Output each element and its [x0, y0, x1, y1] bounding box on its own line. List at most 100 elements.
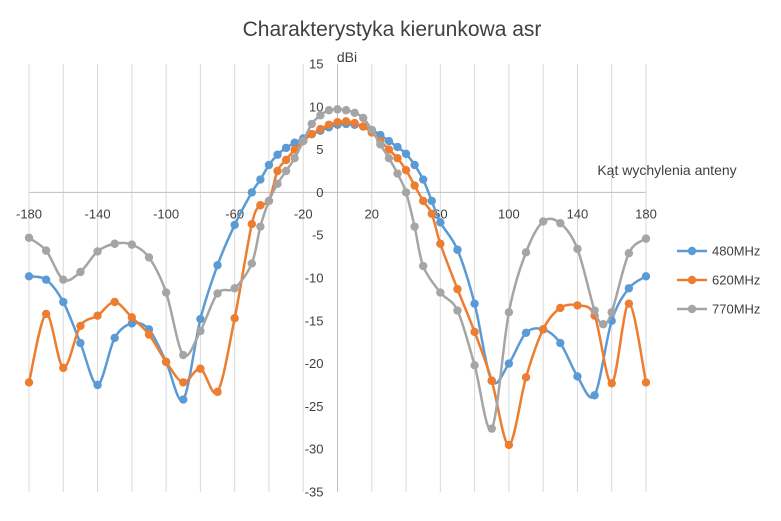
data-point-620mhz — [76, 321, 85, 331]
legend-label: 620MHz — [712, 273, 760, 288]
data-point-620mhz — [333, 118, 342, 127]
data-point-620mhz — [427, 209, 436, 218]
data-point-770mhz — [281, 166, 291, 176]
x-tick-label: 100 — [498, 206, 520, 221]
data-point-620mhz — [316, 124, 325, 134]
data-point-620mhz — [487, 376, 496, 385]
data-point-770mhz — [504, 308, 514, 317]
data-point-770mhz — [127, 240, 137, 249]
data-point-620mhz — [504, 440, 514, 450]
data-point-770mhz — [376, 140, 385, 149]
data-point-620mhz — [641, 378, 651, 387]
data-point-770mhz — [179, 350, 188, 360]
y-axis-label: dBi — [337, 49, 357, 65]
data-point-770mhz — [367, 125, 376, 135]
data-point-480mhz — [24, 272, 34, 281]
data-point-770mhz — [41, 246, 51, 255]
data-point-620mhz — [161, 357, 171, 367]
data-point-480mhz — [590, 391, 599, 400]
data-point-480mhz — [76, 338, 85, 348]
data-point-620mhz — [179, 378, 188, 387]
data-point-620mhz — [247, 219, 257, 229]
legend-swatch-marker — [687, 275, 697, 285]
data-point-770mhz — [641, 234, 651, 243]
data-point-770mhz — [333, 105, 342, 114]
y-tick-label: 0 — [316, 185, 323, 200]
series-770mhz — [24, 105, 651, 433]
x-tick-label: 140 — [567, 206, 589, 221]
data-point-770mhz — [93, 247, 102, 256]
data-point-620mhz — [110, 297, 119, 307]
x-tick-label: -100 — [153, 206, 179, 221]
data-point-480mhz — [179, 395, 188, 404]
data-point-620mhz — [521, 373, 531, 382]
data-point-480mhz — [110, 333, 119, 343]
data-point-770mhz — [341, 106, 351, 115]
y-tick-label: 5 — [316, 142, 323, 157]
data-point-620mhz — [359, 122, 368, 131]
data-point-770mhz — [401, 188, 411, 197]
x-tick-label: 180 — [635, 206, 657, 221]
data-point-770mhz — [590, 306, 599, 315]
data-point-620mhz — [624, 299, 634, 308]
y-tick-label: 15 — [309, 57, 323, 72]
data-point-620mhz — [436, 239, 445, 248]
legend-swatch-marker — [687, 304, 697, 314]
data-point-620mhz — [256, 201, 265, 210]
data-point-480mhz — [624, 284, 634, 293]
data-point-620mhz — [350, 118, 359, 128]
data-point-480mhz — [453, 245, 462, 254]
data-point-620mhz — [281, 155, 291, 165]
data-point-620mhz — [230, 314, 239, 323]
data-point-620mhz — [573, 301, 582, 310]
data-point-770mhz — [418, 261, 428, 271]
data-point-770mhz — [316, 111, 325, 120]
legend-label: 480MHz — [712, 244, 760, 259]
data-point-770mhz — [213, 289, 222, 298]
data-point-620mhz — [470, 327, 479, 337]
data-point-770mhz — [273, 179, 282, 189]
data-point-620mhz — [273, 166, 282, 176]
data-point-770mhz — [76, 267, 85, 277]
data-point-770mhz — [290, 153, 299, 163]
data-point-480mhz — [59, 297, 68, 307]
data-point-770mhz — [573, 244, 582, 254]
data-point-480mhz — [427, 196, 436, 206]
data-point-620mhz — [538, 325, 548, 334]
data-point-480mhz — [213, 260, 222, 270]
data-point-770mhz — [144, 253, 154, 262]
y-tick-label: 10 — [309, 99, 323, 114]
data-point-770mhz — [487, 424, 496, 433]
legend: 480MHz 620MHz 770MHz — [677, 244, 760, 317]
data-point-770mhz — [324, 106, 334, 115]
data-point-620mhz — [401, 165, 411, 175]
data-point-480mhz — [641, 272, 651, 281]
axis-layer — [29, 64, 646, 492]
legend-item-480mhz: 480MHz — [677, 244, 760, 259]
data-point-770mhz — [161, 288, 171, 297]
data-point-620mhz — [556, 303, 565, 313]
data-point-480mhz — [418, 175, 428, 184]
data-point-770mhz — [196, 326, 205, 336]
data-point-770mhz — [521, 248, 531, 257]
data-point-480mhz — [196, 314, 205, 324]
data-point-620mhz — [393, 153, 402, 163]
data-point-480mhz — [247, 188, 257, 197]
data-point-480mhz — [273, 150, 282, 159]
data-point-620mhz — [24, 378, 34, 387]
y-tick-label: -25 — [305, 399, 324, 414]
x-axis-label: Kąt wychylenia anteny — [597, 162, 736, 178]
data-point-770mhz — [110, 239, 119, 248]
data-point-620mhz — [93, 311, 102, 320]
data-point-770mhz — [264, 196, 274, 206]
data-point-620mhz — [144, 330, 154, 339]
data-point-480mhz — [93, 380, 102, 390]
data-point-480mhz — [393, 142, 402, 152]
data-point-770mhz — [410, 222, 419, 231]
data-point-480mhz — [410, 160, 419, 170]
y-tick-label: -10 — [305, 271, 324, 286]
data-point-620mhz — [384, 145, 394, 154]
y-tick-label: -5 — [312, 228, 324, 243]
